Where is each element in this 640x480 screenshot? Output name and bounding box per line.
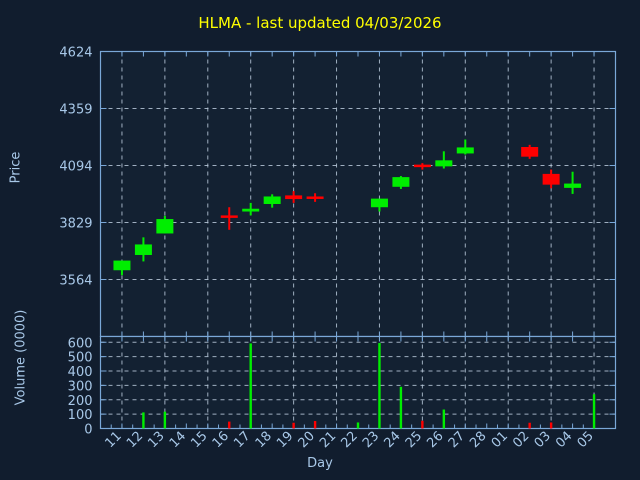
volume-bar (399, 386, 403, 429)
volume-tick-label: 0 (84, 423, 92, 438)
volume-tick-label: 500 (68, 351, 93, 366)
candlestick (220, 207, 238, 230)
price-tick-label: 4359 (59, 103, 92, 118)
candlestick (435, 151, 453, 169)
candlestick (456, 139, 474, 155)
price-tick-label: 3564 (59, 274, 92, 289)
price-tick-label: 4624 (59, 46, 92, 61)
x-tick-label: 22 (339, 429, 361, 451)
x-axis-tick-labels: 11 12 13 14 15 16 17 18 19 20 21 22 23 24 25 26 27 28 01 02… (102, 429, 596, 451)
candlestick (413, 163, 431, 170)
price-tick-label: 3829 (59, 217, 92, 232)
volume-bar (249, 343, 252, 429)
x-tick-label: 19 (274, 429, 296, 451)
x-tick-label: 21 (317, 429, 339, 451)
candlestick (542, 169, 560, 189)
volume-bar (142, 412, 145, 429)
x-tick-label: 16 (210, 429, 232, 451)
x-tick-label: 13 (145, 429, 167, 451)
candlestick (113, 260, 131, 276)
volume-bar (163, 411, 167, 429)
volume-bar (292, 422, 295, 429)
x-tick-label: 02 (510, 429, 532, 451)
x-tick-label: 25 (403, 429, 425, 451)
x-tick-label: 03 (532, 429, 554, 451)
volume-bar (528, 422, 531, 429)
price-axis-label: Price (8, 151, 24, 184)
x-tick-label: 11 (102, 429, 124, 451)
candlestick (564, 171, 582, 194)
candlestick (521, 144, 539, 159)
volume-bar (592, 394, 596, 429)
x-tick-label: 24 (381, 429, 403, 451)
volume-bar (549, 422, 553, 429)
candlestick (263, 194, 281, 208)
x-tick-label: 01 (489, 429, 511, 451)
candlestick (370, 198, 388, 212)
volume-bar (356, 422, 360, 429)
candlestick (156, 215, 174, 234)
volume-tick-label: 200 (68, 394, 93, 409)
price-panel: 3564 3829 4094 4359 4624 (59, 46, 617, 338)
price-tick-label: 4094 (59, 160, 92, 175)
x-tick-label: 28 (467, 429, 489, 451)
chart-title: HLMA - last updated 04/03/2026 (198, 14, 442, 32)
x-tick-label: 17 (231, 429, 253, 451)
candlestick (242, 202, 260, 216)
volume-tick-label: 100 (68, 408, 93, 423)
volume-bar (313, 421, 317, 429)
x-tick-label: 26 (424, 429, 446, 451)
x-tick-label: 20 (296, 429, 318, 451)
volume-bar (421, 420, 424, 429)
volume-bar (442, 409, 446, 429)
x-tick-label: 18 (253, 429, 275, 451)
candlestick (134, 237, 152, 262)
volume-tick-label: 600 (68, 336, 93, 351)
x-tick-label: 14 (167, 429, 189, 451)
x-tick-label: 05 (575, 429, 597, 451)
x-tick-label: 15 (188, 429, 210, 451)
x-axis-label: Day (307, 456, 333, 471)
candlestick (306, 193, 324, 202)
x-tick-label: 27 (446, 429, 468, 451)
candlestick (392, 176, 410, 189)
volume-tick-label: 400 (68, 365, 93, 380)
x-tick-label: 04 (553, 429, 575, 451)
x-tick-label: 12 (124, 429, 146, 451)
x-tick-label: 23 (360, 429, 382, 451)
volume-axis-label: Volume (0000) (13, 309, 29, 406)
volume-bar (378, 342, 381, 429)
volume-tick-label: 300 (68, 379, 93, 394)
candlestick (285, 191, 303, 203)
volume-bar (228, 421, 231, 429)
